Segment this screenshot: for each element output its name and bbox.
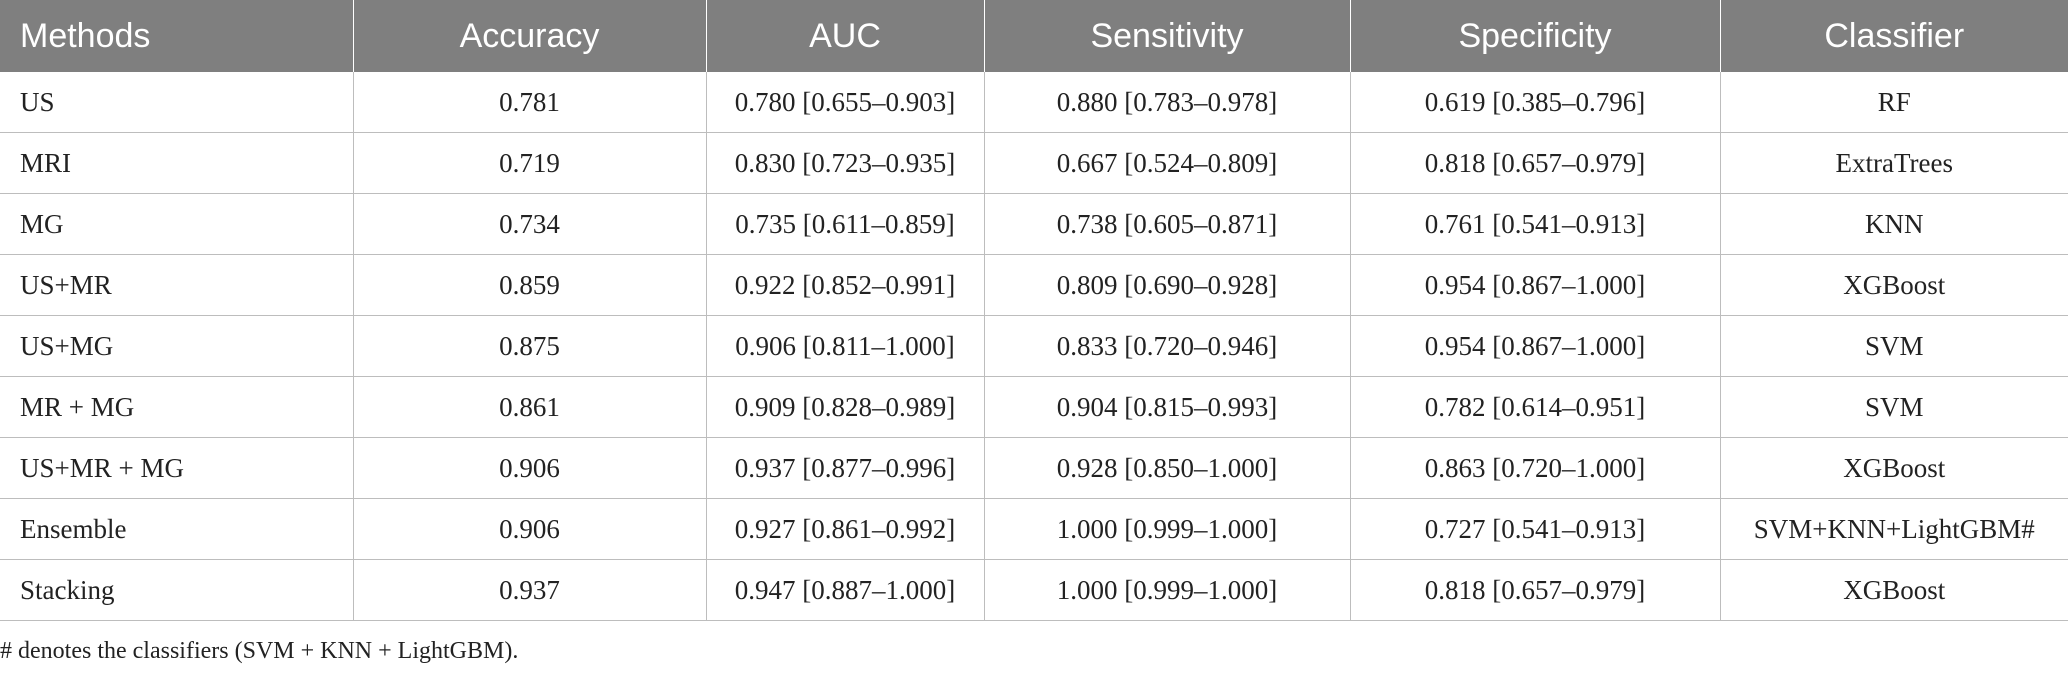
cell-accuracy: 0.861	[352, 376, 707, 438]
cell-specificity: 0.782 [0.614–0.951]	[1349, 376, 1721, 438]
header-row: Methods Accuracy AUC Sensitivity Specifi…	[0, 0, 2068, 72]
cell-classifier: XGBoost	[1719, 559, 2068, 621]
table-row: Stacking 0.937 0.947 [0.887–1.000] 1.000…	[0, 559, 2068, 621]
cell-classifier: RF	[1719, 72, 2068, 133]
table-row: US+MR 0.859 0.922 [0.852–0.991] 0.809 [0…	[0, 254, 2068, 316]
cell-accuracy: 0.906	[352, 437, 707, 499]
table-row: US+MR + MG 0.906 0.937 [0.877–0.996] 0.9…	[0, 437, 2068, 499]
header-classifier: Classifier	[1719, 0, 2068, 72]
cell-sensitivity: 0.928 [0.850–1.000]	[983, 437, 1351, 499]
cell-method: US+MR + MG	[0, 437, 354, 499]
cell-specificity: 0.727 [0.541–0.913]	[1349, 498, 1721, 560]
cell-classifier: SVM	[1719, 376, 2068, 438]
table-footnote: # denotes the classifiers (SVM + KNN + L…	[0, 638, 519, 664]
cell-accuracy: 0.734	[352, 193, 707, 255]
cell-specificity: 0.818 [0.657–0.979]	[1349, 559, 1721, 621]
cell-accuracy: 0.859	[352, 254, 707, 316]
cell-method: Stacking	[0, 559, 354, 621]
cell-specificity: 0.863 [0.720–1.000]	[1349, 437, 1721, 499]
header-methods: Methods	[0, 0, 353, 72]
table-row: US 0.781 0.780 [0.655–0.903] 0.880 [0.78…	[0, 72, 2068, 133]
cell-auc: 0.909 [0.828–0.989]	[705, 376, 985, 438]
cell-method: US	[0, 72, 354, 133]
cell-specificity: 0.761 [0.541–0.913]	[1349, 193, 1721, 255]
cell-accuracy: 0.875	[352, 315, 707, 377]
cell-auc: 0.906 [0.811–1.000]	[705, 315, 985, 377]
cell-sensitivity: 1.000 [0.999–1.000]	[983, 498, 1351, 560]
cell-method: US+MG	[0, 315, 354, 377]
cell-auc: 0.947 [0.887–1.000]	[705, 559, 985, 621]
cell-method: US+MR	[0, 254, 354, 316]
table-row: US+MG 0.875 0.906 [0.811–1.000] 0.833 [0…	[0, 315, 2068, 377]
cell-auc: 0.830 [0.723–0.935]	[705, 132, 985, 194]
cell-accuracy: 0.937	[352, 559, 707, 621]
cell-sensitivity: 0.809 [0.690–0.928]	[983, 254, 1351, 316]
table-row: Ensemble 0.906 0.927 [0.861–0.992] 1.000…	[0, 498, 2068, 560]
cell-classifier: SVM	[1719, 315, 2068, 377]
cell-sensitivity: 0.738 [0.605–0.871]	[983, 193, 1351, 255]
cell-auc: 0.922 [0.852–0.991]	[705, 254, 985, 316]
cell-classifier: XGBoost	[1719, 437, 2068, 499]
cell-method: MG	[0, 193, 354, 255]
results-table: Methods Accuracy AUC Sensitivity Specifi…	[0, 0, 2068, 621]
cell-method: MRI	[0, 132, 354, 194]
cell-sensitivity: 0.833 [0.720–0.946]	[983, 315, 1351, 377]
cell-accuracy: 0.719	[352, 132, 707, 194]
cell-specificity: 0.619 [0.385–0.796]	[1349, 72, 1721, 133]
cell-auc: 0.735 [0.611–0.859]	[705, 193, 985, 255]
cell-classifier: SVM+KNN+LightGBM#	[1719, 498, 2068, 560]
cell-auc: 0.780 [0.655–0.903]	[705, 72, 985, 133]
cell-specificity: 0.818 [0.657–0.979]	[1349, 132, 1721, 194]
cell-method: Ensemble	[0, 498, 354, 560]
cell-classifier: ExtraTrees	[1719, 132, 2068, 194]
table-row: MG 0.734 0.735 [0.611–0.859] 0.738 [0.60…	[0, 193, 2068, 255]
cell-auc: 0.927 [0.861–0.992]	[705, 498, 985, 560]
header-auc: AUC	[705, 0, 984, 72]
cell-specificity: 0.954 [0.867–1.000]	[1349, 254, 1721, 316]
table-row: MR + MG 0.861 0.909 [0.828–0.989] 0.904 …	[0, 376, 2068, 438]
cell-classifier: XGBoost	[1719, 254, 2068, 316]
cell-method: MR + MG	[0, 376, 354, 438]
cell-sensitivity: 0.904 [0.815–0.993]	[983, 376, 1351, 438]
cell-classifier: KNN	[1719, 193, 2068, 255]
header-sensitivity: Sensitivity	[983, 0, 1350, 72]
header-specificity: Specificity	[1349, 0, 1720, 72]
cell-accuracy: 0.906	[352, 498, 707, 560]
cell-accuracy: 0.781	[352, 72, 707, 133]
table-row: MRI 0.719 0.830 [0.723–0.935] 0.667 [0.5…	[0, 132, 2068, 194]
cell-sensitivity: 1.000 [0.999–1.000]	[983, 559, 1351, 621]
header-accuracy: Accuracy	[352, 0, 706, 72]
cell-sensitivity: 0.880 [0.783–0.978]	[983, 72, 1351, 133]
cell-sensitivity: 0.667 [0.524–0.809]	[983, 132, 1351, 194]
cell-auc: 0.937 [0.877–0.996]	[705, 437, 985, 499]
cell-specificity: 0.954 [0.867–1.000]	[1349, 315, 1721, 377]
